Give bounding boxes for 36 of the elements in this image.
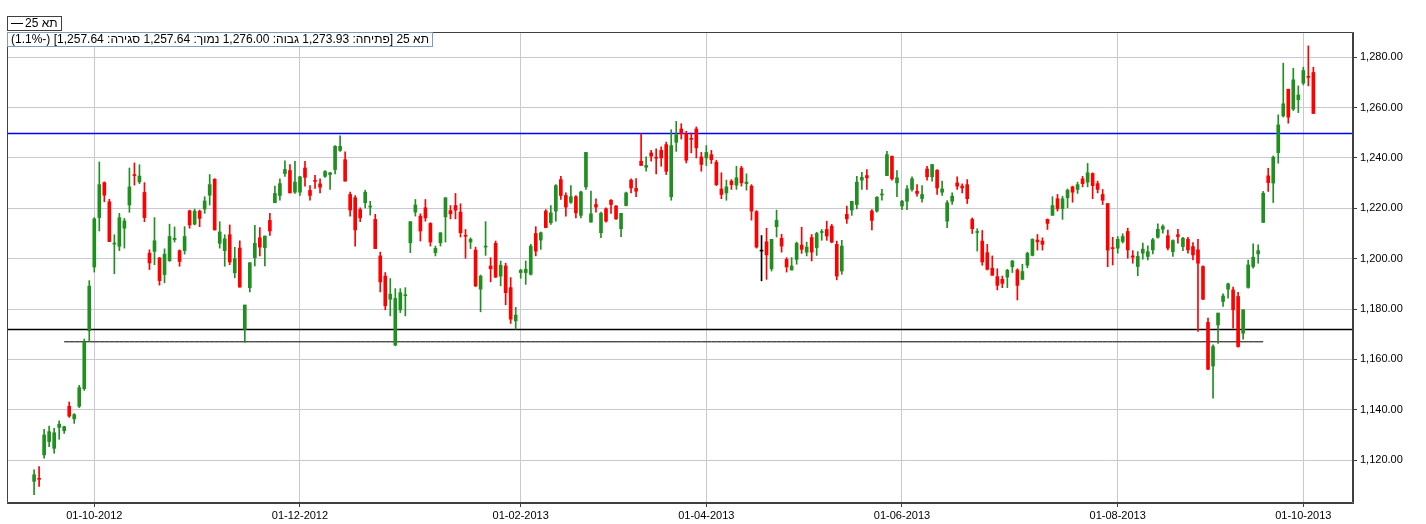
text: תא 25 <box>25 16 58 30</box>
y-tick-label: 1,260.00 <box>1360 100 1403 113</box>
candlestick <box>644 156 648 172</box>
x-tick-label: 01-02-2013 <box>492 508 549 521</box>
candlestick <box>975 228 980 252</box>
y-tick-label: 1,240.00 <box>1360 150 1403 163</box>
candlestick <box>1256 244 1261 264</box>
candlestick <box>865 169 869 190</box>
x-tick-label: 01-06-2013 <box>873 508 931 521</box>
candlestick <box>920 185 924 203</box>
candlestick <box>819 229 824 241</box>
annotation: תא 25 [פתיחה: 1,273.93 גבוה: 1,276.00 נמוך: 1,257.64 סגירה: 1,257.64] (-1.1%) <box>7 32 433 47</box>
x-tick-label: 01-10-2012 <box>66 508 123 521</box>
x-tick-label: 01-10-2013 <box>1275 508 1332 521</box>
candlestick <box>915 184 919 197</box>
x-tick-label: 01-12-2012 <box>271 508 329 521</box>
candlestick <box>639 133 643 166</box>
y-tick-label: 1,140.00 <box>1360 402 1403 415</box>
candlestick <box>37 466 41 487</box>
y-tick-label: 1,120.00 <box>1360 453 1403 466</box>
y-tick-label: 1,180.00 <box>1360 302 1403 315</box>
candlestick <box>634 178 638 198</box>
candlestick <box>594 198 598 213</box>
y-tick-label: 1,200.00 <box>1360 251 1403 264</box>
candlestick <box>860 171 864 190</box>
candlestick <box>895 170 899 198</box>
candlestick <box>313 174 317 189</box>
x-tick-label: 01-04-2013 <box>678 508 735 521</box>
y-tick-label: 1,220.00 <box>1360 201 1403 214</box>
candlestick <box>1130 250 1135 264</box>
x-tick-label: 01-08-2013 <box>1089 508 1146 521</box>
candlestick <box>1281 62 1286 118</box>
y-tick-label: 1,280.00 <box>1360 50 1403 63</box>
y-tick-label: 1,160.00 <box>1360 352 1403 365</box>
candlestick <box>513 306 518 330</box>
candlestick <box>1176 228 1180 244</box>
